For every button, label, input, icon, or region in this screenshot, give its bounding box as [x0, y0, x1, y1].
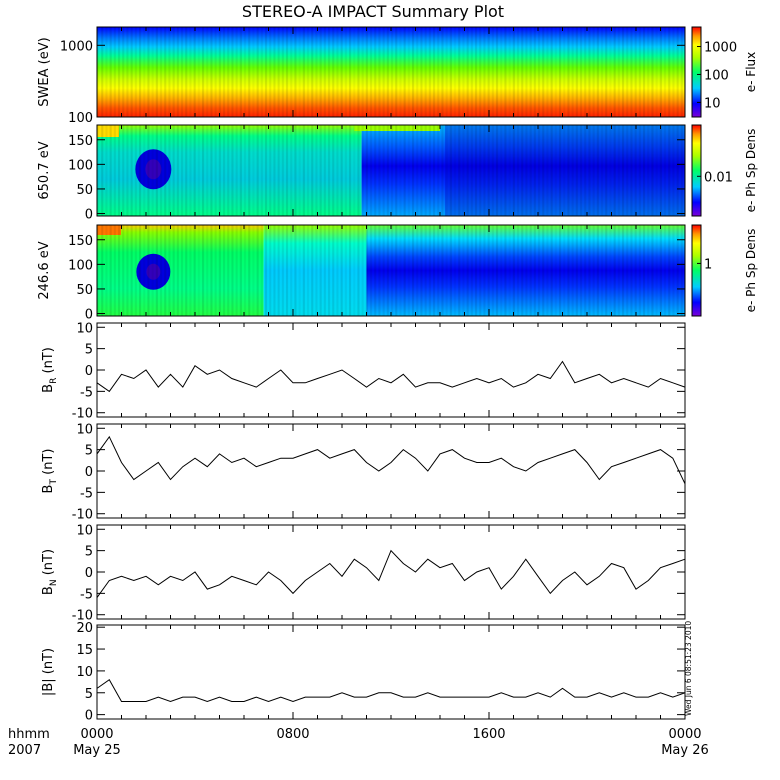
y-axis-label: 246.6 eV: [37, 241, 52, 299]
heatmap-0: [97, 27, 685, 117]
y-tick-label: 50: [76, 283, 93, 298]
colorbar-0: [691, 26, 702, 118]
y-axis-label: BT (nT): [41, 449, 59, 494]
y-tick-label: 15: [76, 643, 93, 658]
heatmap-2: [97, 225, 685, 316]
x-tick-label: 0800: [276, 727, 309, 742]
y-tick-label: 0: [85, 364, 93, 379]
panel-6: 0 5 10 15 20 |B| (nT): [41, 621, 686, 724]
y-tick-label: 0: [85, 465, 93, 480]
panel-1: 0.01 e- Ph Sp Dens 0 50 100 150 650.7 eV: [37, 124, 758, 223]
series-line-5: [96, 549, 686, 598]
y-tick-label: -5: [80, 587, 93, 602]
series-line-6: [96, 678, 686, 703]
heatmap-1: [97, 125, 685, 216]
colorbar-label: e- Ph Sp Dens: [744, 129, 758, 213]
y-tick-label: -10: [72, 407, 93, 422]
y-tick-label: 5: [85, 444, 93, 459]
y-tick-label: 20: [76, 621, 93, 636]
series-line-3: [96, 360, 686, 393]
y-tick-label: 0: [85, 709, 93, 724]
colorbar-label: e- Flux: [744, 52, 758, 92]
y-axis-label: 650.7 eV: [37, 141, 52, 199]
y-tick-label: 10: [76, 523, 93, 538]
panel-frame: [96, 624, 686, 720]
y-tick-label: 5: [85, 545, 93, 560]
panel-frame: [96, 423, 686, 519]
y-tick-label: 5: [85, 343, 93, 358]
y-axis-label: BR (nT): [41, 347, 59, 393]
y-tick-label: 1000: [60, 39, 93, 54]
x-tick-label: 0000: [668, 727, 701, 742]
timestamp: Wed Jun 6 08:51:23 2010: [684, 621, 693, 716]
y-tick-label: -10: [72, 609, 93, 624]
y-tick-label: 5: [85, 687, 93, 702]
y-tick-label: 50: [76, 183, 93, 198]
y-axis-label: SWEA (eV): [37, 37, 52, 106]
colorbar-tick-label: 1: [704, 257, 712, 272]
panel-frame: [96, 322, 686, 418]
y-tick-label: 100: [68, 158, 93, 173]
year-label: 2007: [8, 743, 41, 758]
y-tick-label: 150: [68, 134, 93, 149]
panel-2: 1 e- Ph Sp Dens 0 50 100 150 246.6 eV: [37, 224, 758, 323]
y-tick-label: -5: [80, 486, 93, 501]
series-line-4: [96, 435, 686, 485]
x-tick-date: May 26: [661, 743, 709, 758]
x-tick-label: 1600: [472, 727, 505, 742]
y-axis-label: BN (nT): [41, 549, 59, 595]
x-tick-label: 0000: [80, 727, 113, 742]
colorbar-1: [691, 124, 702, 217]
y-tick-label: 10: [76, 665, 93, 680]
time-unit-label: hhmm: [8, 727, 50, 742]
y-tick-label: 0: [85, 208, 93, 223]
y-axis-label: |B| (nT): [41, 648, 56, 696]
colorbar-tick-label: 1000: [704, 41, 737, 56]
colorbar-label: e- Ph Sp Dens: [744, 229, 758, 313]
panel-0: 10 100 1000 e- Flux 100 1000 SWEA (eV): [37, 26, 758, 126]
colorbar-2: [691, 224, 702, 317]
y-tick-label: 0: [85, 308, 93, 323]
panel-frame: [96, 524, 686, 620]
panel-5: -10 -5 0 5 10 BN (nT): [41, 523, 686, 624]
y-tick-label: -5: [80, 385, 93, 400]
plot-title: STEREO-A IMPACT Summary Plot: [242, 2, 504, 21]
y-tick-label: 10: [76, 422, 93, 437]
panel-3: -10 -5 0 5 10 BR (nT): [41, 321, 686, 422]
colorbar-tick-label: 10: [704, 96, 721, 111]
colorbar-tick-label: 0.01: [704, 170, 733, 185]
y-tick-label: 0: [85, 566, 93, 581]
y-tick-label: 100: [68, 258, 93, 273]
y-tick-label: 150: [68, 234, 93, 249]
panel-4: -10 -5 0 5 10 BT (nT): [41, 422, 686, 523]
y-tick-label: 10: [76, 321, 93, 336]
y-tick-label: -10: [72, 508, 93, 523]
x-tick-date: May 25: [73, 743, 121, 758]
colorbar-tick-label: 100: [704, 68, 729, 83]
y-tick-label: 100: [68, 111, 93, 126]
